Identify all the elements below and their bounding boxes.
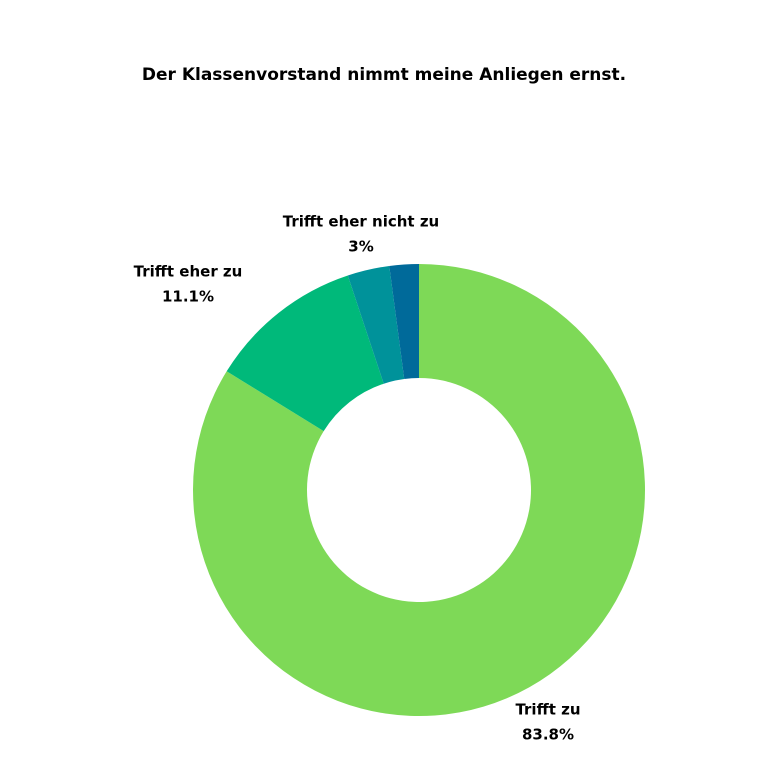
donut-slice (226, 275, 384, 432)
slice-value-label: 11.1% (162, 288, 214, 306)
donut-slice (389, 264, 419, 379)
slice-value-label: 3% (348, 238, 373, 256)
slice-label: Trifft eher zu (134, 263, 243, 281)
slice-label: Trifft zu (515, 701, 580, 719)
donut-slice (192, 264, 645, 716)
slice-label: Trifft eher nicht zu (283, 213, 440, 231)
donut-slice (347, 265, 405, 384)
slice-value-label: 83.8% (522, 726, 574, 744)
chart-title: Der Klassenvorstand nimmt meine Anliegen… (142, 65, 626, 85)
